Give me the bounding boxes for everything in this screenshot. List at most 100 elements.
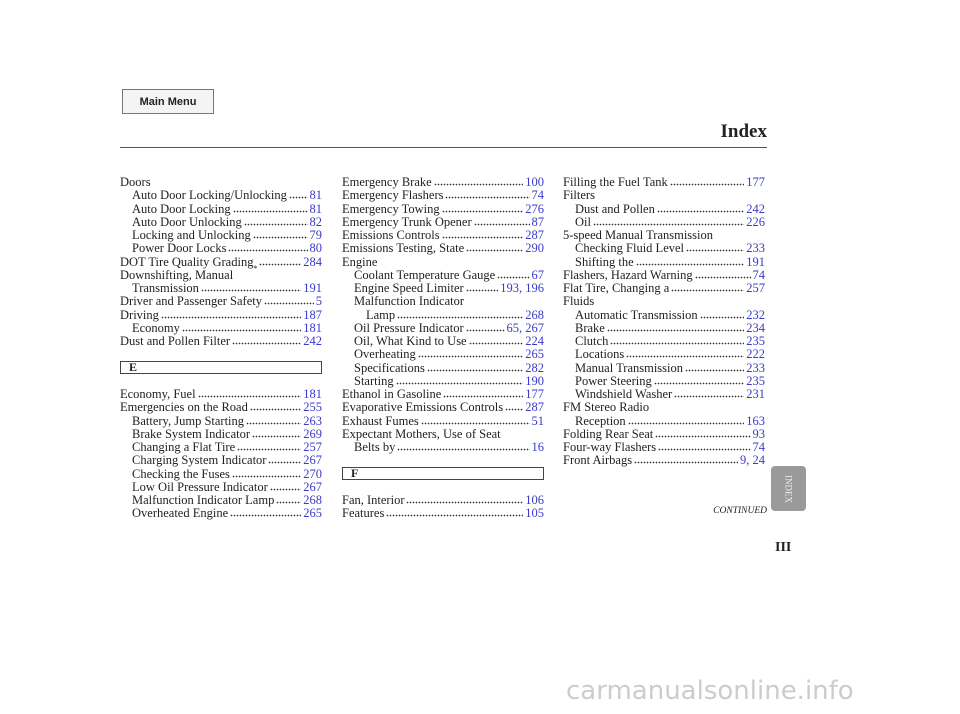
page-link[interactable]: 267 (303, 453, 322, 468)
entry-text: Emissions Controls (342, 228, 440, 242)
page-link[interactable]: 74 (752, 267, 766, 282)
page-link[interactable]: 257 (303, 440, 322, 454)
page-link[interactable]: 93 (752, 426, 766, 441)
entry-text: Engine Speed Limiter (354, 281, 464, 295)
entry-text: Driver and Passenger Safety (120, 294, 262, 309)
page-link[interactable]: 100 (525, 175, 544, 189)
index-entry: Dust and Pollen Filter 242 (120, 334, 322, 348)
page-link[interactable]: 268 (303, 493, 322, 507)
entry-text: Filling the Fuel Tank (563, 175, 668, 189)
page-link[interactable]: 74 (531, 188, 545, 203)
entry-text: Belts by (354, 440, 396, 454)
main-menu-button[interactable]: Main Menu (122, 89, 214, 114)
dot-leader (610, 342, 745, 345)
page-link[interactable]: 193, 196 (500, 281, 544, 295)
page-link[interactable]: 232 (746, 307, 765, 322)
entry-text: Filters (563, 188, 595, 203)
page-link[interactable]: 190 (525, 373, 544, 388)
page-link[interactable]: 79 (309, 228, 323, 242)
entry-text: Brake (575, 320, 605, 335)
page-link[interactable]: 105 (525, 506, 544, 521)
page-link[interactable]: 270 (303, 466, 322, 481)
dot-leader (397, 315, 524, 319)
page-link[interactable]: 5 (315, 294, 322, 309)
page-link[interactable]: 265 (525, 347, 544, 362)
index-entry: Belts by 16 (342, 440, 544, 454)
index-entry: Engine (342, 255, 544, 269)
page-link[interactable]: 16 (531, 440, 545, 454)
entry-text: Starting (354, 373, 394, 388)
page-link[interactable]: 224 (525, 334, 544, 348)
index-entry: Coolant Temperature Gauge 67 (342, 268, 544, 282)
page-link[interactable]: 82 (309, 214, 323, 229)
index-entry: Locations 222 (563, 347, 765, 361)
page-link[interactable]: 106 (525, 493, 544, 507)
page-link[interactable]: 233 (746, 360, 765, 375)
page-link[interactable]: 74 (752, 440, 766, 454)
page-link[interactable]: 242 (303, 334, 322, 348)
page-link[interactable]: 226 (746, 214, 765, 229)
dot-leader (406, 501, 524, 504)
page-link[interactable]: 9, 24 (740, 453, 765, 468)
page-link[interactable]: 163 (746, 413, 765, 428)
page-link[interactable]: 181 (303, 387, 322, 401)
page-link[interactable]: 257 (746, 281, 765, 295)
page-link[interactable]: 222 (746, 347, 765, 362)
page-link[interactable]: 80 (309, 241, 323, 256)
dot-leader (671, 289, 745, 292)
page-link[interactable]: 235 (746, 373, 765, 388)
page-link[interactable]: 181 (303, 320, 322, 335)
page-link[interactable]: 81 (309, 188, 323, 203)
index-entry: Front Airbags 9, 24 (563, 453, 765, 467)
index-entry: Specifications 282 (342, 361, 544, 375)
entry-text: Exhaust Fumes (342, 413, 419, 428)
page-link[interactable]: 267 (303, 479, 322, 494)
entry-text: Power Door Locks (132, 241, 227, 256)
page-link[interactable]: 65, 267 (506, 320, 545, 335)
page-link[interactable]: 287 (525, 400, 544, 415)
index-entry: Brake System Indicator 269 (120, 427, 322, 441)
index-entry: Economy, Fuel 181 (120, 387, 322, 401)
page-link[interactable]: 191 (303, 281, 322, 295)
page-link[interactable]: 290 (525, 241, 544, 256)
dot-leader (200, 289, 302, 292)
page-link[interactable]: 265 (303, 506, 322, 521)
index-entry: Ethanol in Gasoline 177 (342, 387, 544, 401)
page-link[interactable]: 269 (303, 426, 322, 441)
entry-text: Emergencies on the Road (120, 400, 248, 415)
index-entry: Brake 234 (563, 321, 765, 335)
page-link[interactable]: 233 (746, 241, 765, 256)
entry-text: Overheated Engine (132, 506, 229, 521)
page-link[interactable]: 177 (525, 387, 544, 401)
page-link[interactable]: 235 (746, 334, 765, 348)
page-link[interactable]: 255 (303, 400, 322, 415)
page-link[interactable]: 187 (303, 307, 322, 322)
page-link[interactable]: 242 (746, 201, 765, 216)
dot-leader (627, 421, 745, 425)
index-entry: Folding Rear Seat 93 (563, 427, 765, 441)
side-tab[interactable]: INDEX (771, 466, 806, 511)
page-link[interactable]: 282 (525, 360, 544, 375)
entry-text: Oil (575, 214, 591, 229)
page-link[interactable]: 177 (746, 175, 765, 189)
page-link[interactable]: 67 (531, 267, 545, 282)
page-link[interactable]: 268 (525, 307, 544, 322)
index-entry: Downshifting, Manual (120, 268, 322, 282)
index-entry: Locking and Unlocking 79 (120, 228, 322, 242)
dot-leader (694, 275, 751, 279)
entry-text: Downshifting, Manual (120, 267, 234, 282)
page-link[interactable]: 231 (746, 387, 765, 401)
page-link[interactable]: 234 (746, 320, 765, 335)
page-link[interactable]: 287 (525, 228, 544, 242)
entry-text: Changing a Flat Tire (132, 440, 236, 454)
index-entry: Emergencies on the Road 255 (120, 400, 322, 414)
dot-leader (655, 434, 751, 438)
page-link[interactable]: 276 (525, 201, 544, 216)
page-link[interactable]: 51 (531, 413, 545, 428)
page-link[interactable]: 81 (309, 201, 323, 216)
page-link[interactable]: 191 (746, 254, 765, 269)
page-link[interactable]: 87 (531, 214, 545, 229)
page-link[interactable]: 263 (303, 413, 322, 428)
entry-text: Fluids (563, 294, 595, 309)
page-link[interactable]: 284 (303, 254, 322, 269)
